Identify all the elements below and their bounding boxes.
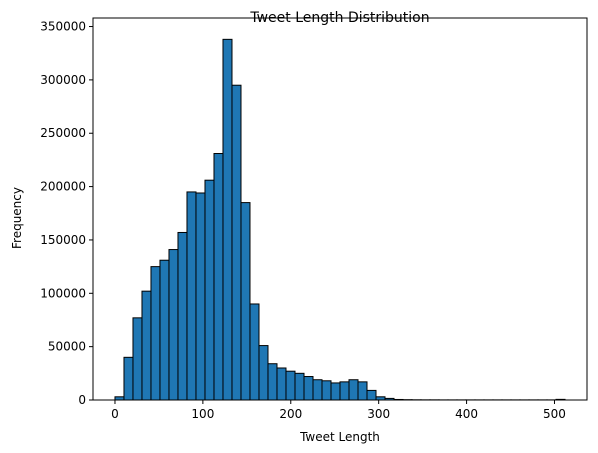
histogram-bar bbox=[222, 38, 233, 401]
x-tick-label: 0 bbox=[111, 407, 119, 421]
histogram-bar bbox=[159, 259, 170, 401]
histogram-bar bbox=[357, 381, 368, 401]
histogram-bar bbox=[258, 345, 269, 401]
y-tick-label: 200000 bbox=[40, 180, 86, 194]
x-tick-label: 300 bbox=[367, 407, 390, 421]
bars-group bbox=[114, 38, 566, 401]
histogram-bar bbox=[249, 303, 260, 401]
y-axis-label: Frequency bbox=[10, 187, 24, 249]
y-axis-ticks: 0 50000 100000 150000 200000 250000 300000 3500… bbox=[40, 20, 93, 407]
histogram-bar bbox=[213, 153, 224, 401]
histogram-bar bbox=[339, 381, 350, 401]
histogram-bar bbox=[285, 370, 296, 401]
histogram-bar bbox=[276, 367, 287, 401]
histogram-bar bbox=[267, 363, 278, 401]
y-tick-label: 350000 bbox=[40, 20, 86, 34]
histogram-bar bbox=[312, 379, 323, 401]
histogram-bar bbox=[366, 389, 377, 401]
x-tick-label: 500 bbox=[543, 407, 566, 421]
histogram-bar bbox=[321, 380, 332, 401]
histogram-bar bbox=[186, 191, 197, 401]
histogram-bar bbox=[240, 202, 251, 401]
x-tick-label: 100 bbox=[191, 407, 214, 421]
x-tick-label: 400 bbox=[455, 407, 478, 421]
x-axis-ticks: 0 100 200 300 400 500 bbox=[111, 400, 566, 421]
y-tick-label: 300000 bbox=[40, 73, 86, 87]
y-tick-label: 250000 bbox=[40, 126, 86, 140]
histogram-bar bbox=[231, 84, 242, 401]
y-tick-label: 100000 bbox=[40, 286, 86, 300]
x-axis-label: Tweet Length bbox=[299, 430, 380, 444]
histogram-bar bbox=[294, 372, 305, 401]
histogram-bar bbox=[303, 376, 314, 401]
histogram-bar bbox=[330, 382, 341, 401]
y-tick-label: 50000 bbox=[48, 340, 86, 354]
histogram-bar bbox=[177, 231, 188, 401]
x-tick-label: 200 bbox=[279, 407, 302, 421]
y-tick-label: 0 bbox=[78, 393, 86, 407]
histogram-bar bbox=[195, 192, 206, 401]
histogram-bar bbox=[141, 290, 152, 401]
histogram-bar bbox=[132, 317, 143, 401]
histogram-bar bbox=[204, 179, 215, 401]
y-tick-label: 150000 bbox=[40, 233, 86, 247]
histogram-bar bbox=[123, 356, 134, 401]
histogram-bar bbox=[348, 379, 359, 401]
histogram-bar bbox=[150, 266, 161, 401]
plot-frame bbox=[92, 17, 588, 401]
histogram-bar bbox=[168, 249, 179, 401]
